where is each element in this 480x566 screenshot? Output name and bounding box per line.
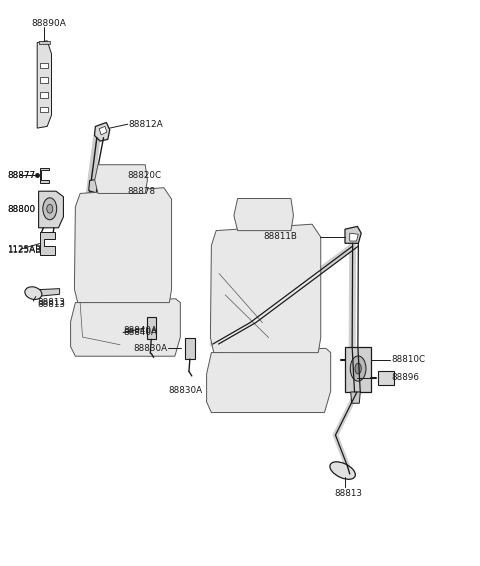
- Bar: [40, 63, 48, 68]
- Text: 1125AB: 1125AB: [7, 245, 41, 254]
- Ellipse shape: [97, 179, 104, 190]
- Polygon shape: [345, 347, 371, 392]
- Polygon shape: [147, 317, 156, 340]
- Polygon shape: [71, 299, 180, 356]
- Polygon shape: [234, 199, 293, 230]
- Text: 88812A: 88812A: [129, 119, 164, 128]
- Polygon shape: [99, 126, 107, 135]
- Polygon shape: [37, 41, 51, 128]
- Bar: [40, 92, 48, 97]
- Polygon shape: [74, 188, 171, 303]
- Polygon shape: [36, 289, 60, 297]
- Polygon shape: [350, 233, 359, 241]
- Ellipse shape: [43, 198, 57, 220]
- Text: 88896: 88896: [391, 374, 419, 383]
- Ellipse shape: [350, 356, 366, 381]
- Text: 88830A: 88830A: [168, 385, 203, 395]
- Bar: [40, 107, 48, 113]
- Bar: [40, 78, 48, 83]
- Polygon shape: [39, 168, 49, 183]
- Polygon shape: [95, 165, 147, 194]
- Text: 1125AB: 1125AB: [7, 246, 41, 255]
- Text: 88811B: 88811B: [263, 232, 297, 241]
- Polygon shape: [39, 232, 55, 255]
- Text: 88810C: 88810C: [391, 355, 425, 364]
- Text: 88813: 88813: [37, 298, 65, 307]
- Text: 88820C: 88820C: [127, 171, 161, 181]
- Text: 88800: 88800: [7, 205, 35, 215]
- Text: 88877: 88877: [7, 171, 35, 180]
- Ellipse shape: [25, 287, 42, 299]
- Polygon shape: [351, 392, 360, 403]
- Polygon shape: [210, 224, 321, 353]
- Polygon shape: [95, 122, 110, 141]
- Text: 88890A: 88890A: [32, 19, 66, 28]
- Ellipse shape: [355, 363, 361, 374]
- Text: 88840A: 88840A: [123, 327, 157, 336]
- Polygon shape: [345, 226, 361, 243]
- Polygon shape: [206, 348, 331, 413]
- Text: 88877: 88877: [7, 171, 35, 181]
- Text: 88878: 88878: [127, 187, 156, 196]
- Ellipse shape: [330, 462, 355, 479]
- Polygon shape: [185, 338, 195, 359]
- Text: 88800: 88800: [7, 205, 35, 214]
- Polygon shape: [89, 179, 97, 193]
- Text: 88813: 88813: [334, 488, 362, 498]
- Ellipse shape: [47, 204, 53, 213]
- Polygon shape: [38, 41, 50, 44]
- Text: 88830A: 88830A: [133, 344, 168, 353]
- Polygon shape: [38, 191, 63, 228]
- Text: 88813: 88813: [37, 300, 65, 309]
- Polygon shape: [378, 371, 394, 385]
- Text: 88840A: 88840A: [123, 328, 157, 337]
